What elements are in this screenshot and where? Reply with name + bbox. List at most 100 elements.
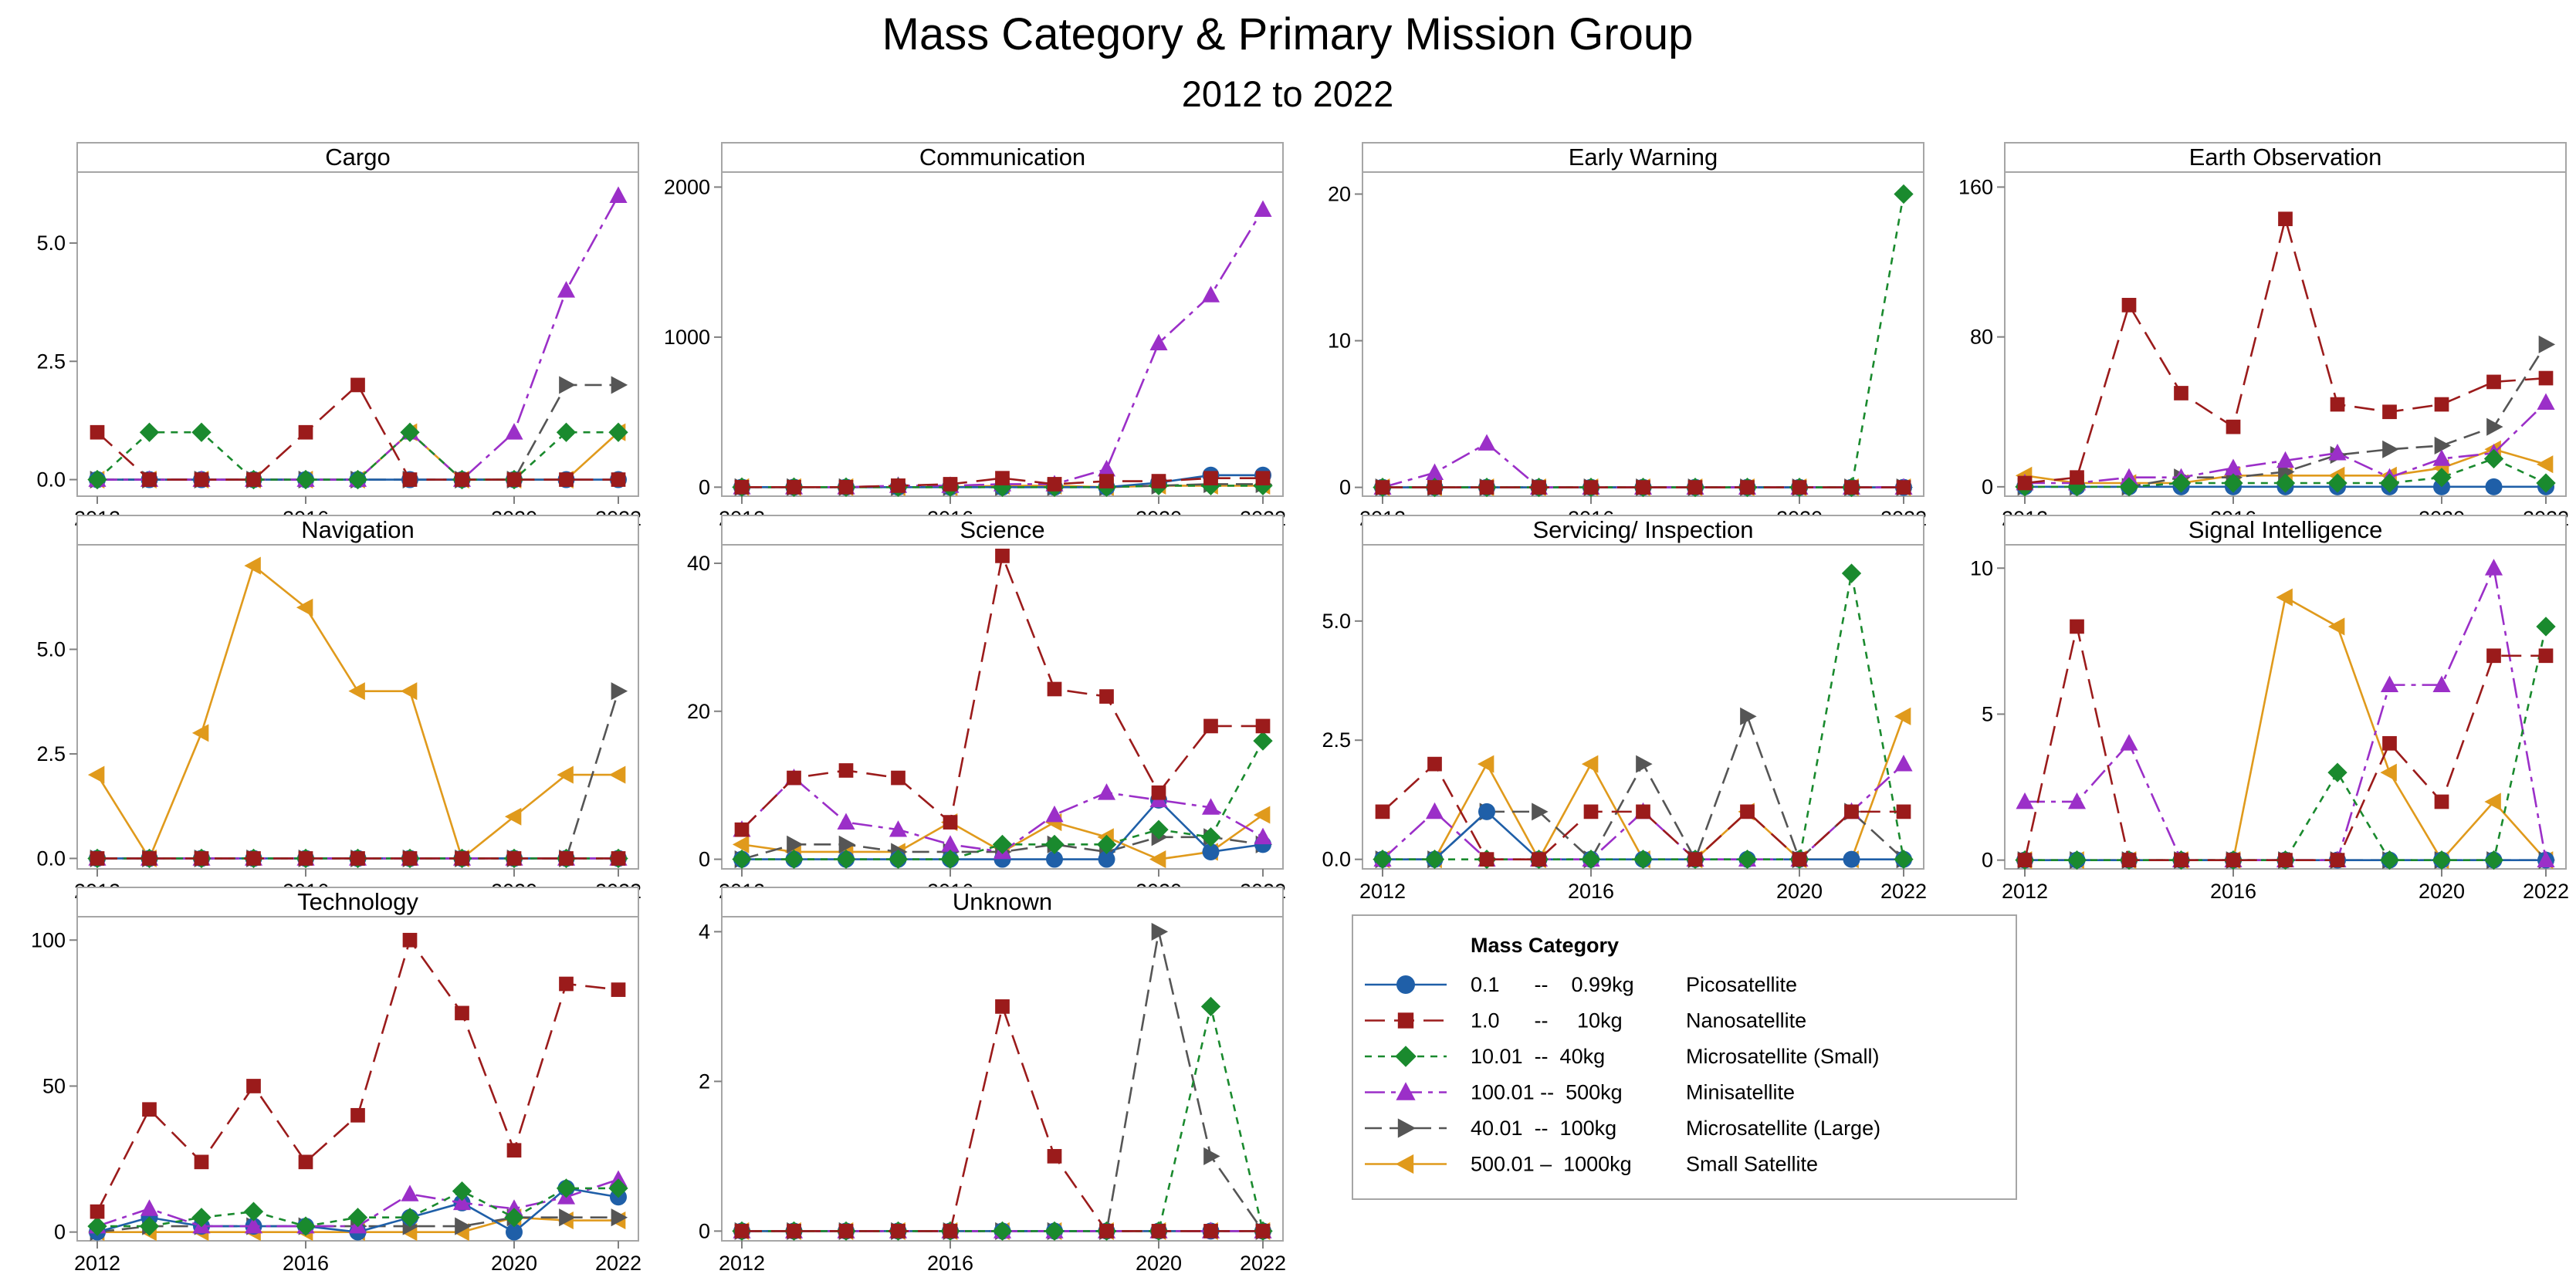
series-microsatellite-small xyxy=(87,1178,628,1236)
data-point xyxy=(504,1208,524,1228)
series-line xyxy=(96,431,618,481)
data-point xyxy=(455,851,469,866)
data-point xyxy=(734,479,750,495)
data-point xyxy=(1478,434,1496,451)
data-point xyxy=(2276,451,2295,468)
data-point xyxy=(87,765,105,784)
panel-strip xyxy=(2004,515,2567,546)
y-tick-label: 160 xyxy=(1958,175,1993,198)
data-point xyxy=(2538,370,2554,386)
data-point xyxy=(557,765,574,784)
plot-area xyxy=(721,171,1284,497)
panel-earth-observation: Earth Observation0801602012201620202022 xyxy=(1958,142,2569,530)
data-point xyxy=(504,807,522,826)
data-point xyxy=(506,1223,523,1241)
series-nanosatellite xyxy=(734,471,1271,495)
x-tick-label: 2012 xyxy=(74,1252,120,1274)
data-point xyxy=(611,851,626,866)
panel-strip xyxy=(721,887,1284,917)
data-point xyxy=(2486,374,2501,390)
data-point xyxy=(2327,473,2348,493)
legend-name: Microsatellite (Large) xyxy=(1686,1117,1880,1140)
data-point xyxy=(2380,675,2399,692)
data-point xyxy=(2330,397,2345,412)
data-point xyxy=(90,851,105,866)
data-point xyxy=(2536,455,2554,474)
data-point xyxy=(1896,804,1911,819)
plot-area xyxy=(721,544,1284,870)
data-point xyxy=(1201,798,1220,815)
x-tick-label: 2016 xyxy=(927,1252,973,1274)
plot-area xyxy=(1362,544,1924,870)
data-point xyxy=(2328,444,2347,461)
data-point xyxy=(452,1193,472,1211)
panel-signal-intelligence: Signal Intelligence 0 5 10 2012 2016 2020 2022 xyxy=(1970,515,2569,903)
data-point xyxy=(400,682,418,701)
x-tick-label: 2020 xyxy=(1776,880,1823,903)
data-point xyxy=(1255,718,1271,734)
x-tick-label: 2016 xyxy=(1568,880,1614,903)
data-point xyxy=(559,1208,576,1227)
series-line xyxy=(742,485,1263,488)
data-point xyxy=(559,976,574,992)
data-point xyxy=(1425,463,1444,480)
data-point xyxy=(1254,200,1272,217)
data-point xyxy=(2537,393,2555,410)
legend-range: 40.01 -- 100kg xyxy=(1471,1117,1616,1140)
legend-entry-minisatellite: 100.01 -- 500kg Minisatellite xyxy=(1365,1081,1795,1104)
data-point xyxy=(2119,477,2139,497)
data-point xyxy=(734,1224,750,1239)
x-tick-label: 2012 xyxy=(719,1252,765,1274)
data-point xyxy=(1843,850,1860,868)
data-point xyxy=(298,1154,313,1170)
y-tick-label: 2.5 xyxy=(36,350,66,373)
data-point xyxy=(2171,473,2192,493)
data-point xyxy=(142,851,157,866)
data-point xyxy=(2070,619,2084,634)
data-point xyxy=(1099,689,1114,704)
data-point xyxy=(995,999,1010,1014)
y-tick-label: 2000 xyxy=(664,175,710,198)
data-point xyxy=(2121,853,2137,867)
data-point xyxy=(1045,805,1064,823)
y-tick-label: 1000 xyxy=(664,326,710,349)
data-point xyxy=(888,849,909,870)
y-tick-label: 0 xyxy=(1339,476,1351,499)
data-point xyxy=(2174,386,2188,400)
data-point xyxy=(142,1102,157,1117)
data-point xyxy=(87,1216,107,1236)
data-point xyxy=(452,1181,472,1201)
data-point xyxy=(1427,480,1442,495)
legend-range: 100.01 -- 500kg xyxy=(1471,1081,1623,1104)
data-point xyxy=(2278,211,2293,227)
data-point xyxy=(1255,1224,1271,1239)
x-tick-label: 2012 xyxy=(2002,880,2048,903)
data-point xyxy=(402,472,418,487)
panel-title: Technology xyxy=(297,888,418,915)
data-point xyxy=(244,556,261,575)
data-point xyxy=(611,682,628,701)
y-tick-label: 0.0 xyxy=(36,468,66,492)
panel-unknown: Unknown 0 2 4 2012 2016 2020 2022 xyxy=(699,887,1286,1274)
panel-strip xyxy=(76,515,639,546)
data-point xyxy=(1047,477,1062,492)
legend-marker xyxy=(1395,1154,1414,1174)
data-point xyxy=(1255,471,1271,486)
data-point xyxy=(995,471,1010,486)
data-point xyxy=(2537,850,2555,867)
x-tick-label: 2012 xyxy=(1359,880,1406,903)
data-point xyxy=(2485,478,2503,495)
legend-name: Picosatellite xyxy=(1686,973,1797,996)
data-point xyxy=(891,478,905,493)
data-point xyxy=(2483,448,2504,469)
data-point xyxy=(1099,474,1114,488)
data-point xyxy=(608,765,626,784)
panel-strip xyxy=(721,142,1284,173)
data-point xyxy=(1151,785,1166,800)
data-point xyxy=(2174,853,2188,867)
data-point xyxy=(2275,473,2296,493)
data-point xyxy=(506,851,522,866)
data-point xyxy=(2382,440,2399,458)
data-point xyxy=(1203,718,1218,734)
data-point xyxy=(1149,333,1168,351)
